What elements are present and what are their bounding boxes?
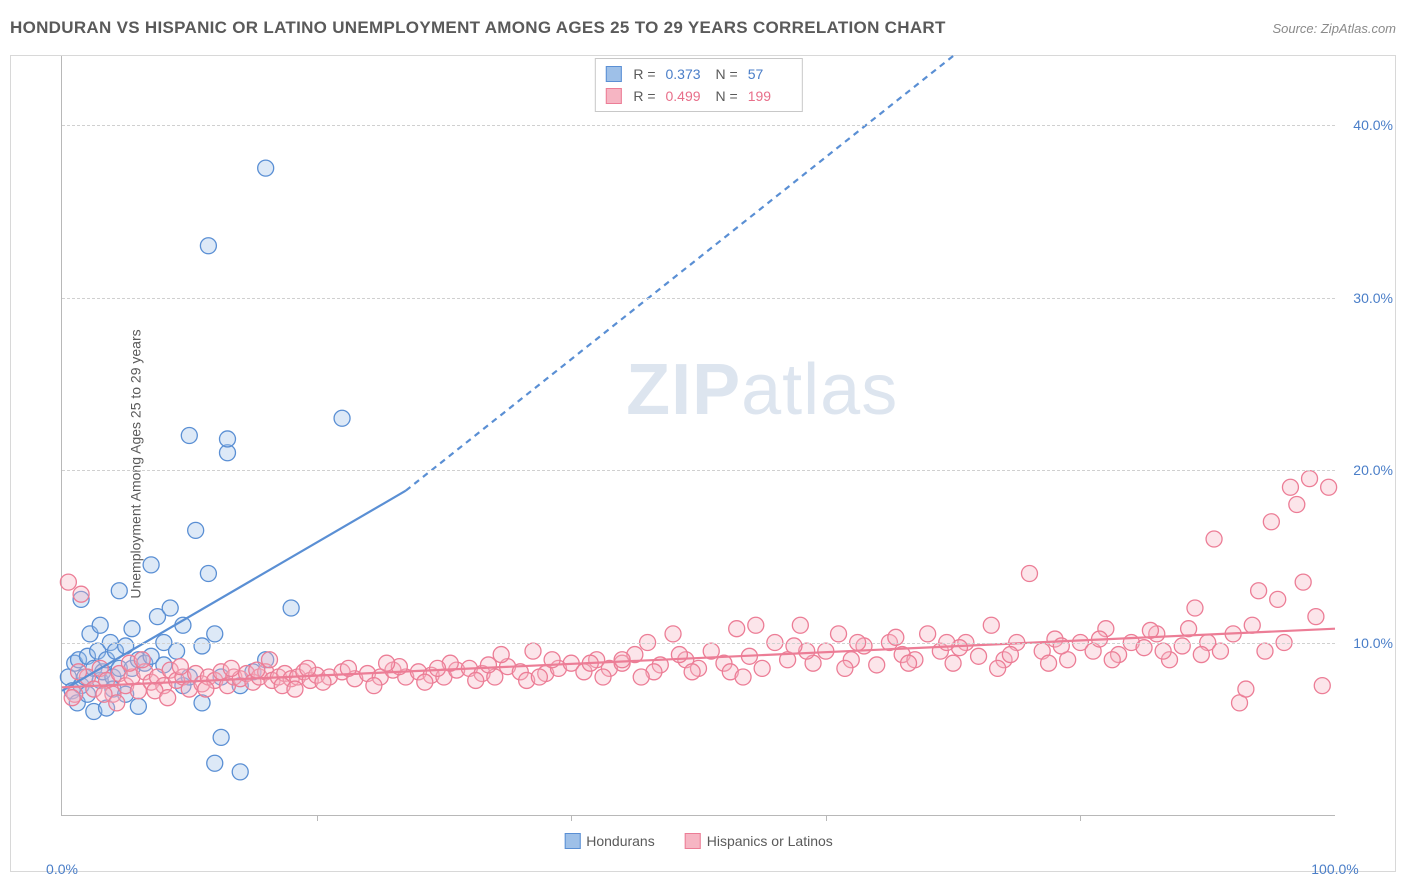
n-label: N = <box>716 85 738 107</box>
n-label: N = <box>716 63 738 85</box>
stats-row-series2: R = 0.499 N = 199 <box>605 85 791 107</box>
r-label: R = <box>633 63 655 85</box>
stats-row-series1: R = 0.373 N = 57 <box>605 63 791 85</box>
legend-swatch-series2 <box>685 833 701 849</box>
plot-area: ZIPatlas R = 0.373 N = 57 R = 0.499 N = … <box>61 56 1335 816</box>
x-axis-legend: Hondurans Hispanics or Latinos <box>564 833 833 849</box>
legend-item-series1: Hondurans <box>564 833 655 849</box>
legend-item-series2: Hispanics or Latinos <box>685 833 833 849</box>
legend-label-series2: Hispanics or Latinos <box>707 833 833 849</box>
chart-title: HONDURAN VS HISPANIC OR LATINO UNEMPLOYM… <box>10 18 946 38</box>
series2-r-value: 0.499 <box>662 85 710 107</box>
swatch-series1 <box>605 66 621 82</box>
legend-swatch-series1 <box>564 833 580 849</box>
r-label: R = <box>633 85 655 107</box>
series1-n-value: 57 <box>744 63 792 85</box>
x-tick-label: 100.0% <box>1311 861 1358 877</box>
plot-outer-frame: Unemployment Among Ages 25 to 29 years Z… <box>10 55 1396 872</box>
y-tick-label: 40.0% <box>1341 117 1393 133</box>
stats-legend-box: R = 0.373 N = 57 R = 0.499 N = 199 <box>594 58 802 112</box>
series2-n-value: 199 <box>744 85 792 107</box>
y-tick-label: 30.0% <box>1341 290 1393 306</box>
x-tick-label: 0.0% <box>46 861 78 877</box>
y-tick-label: 20.0% <box>1341 462 1393 478</box>
source-label: Source: ZipAtlas.com <box>1272 21 1396 36</box>
series1-r-value: 0.373 <box>662 63 710 85</box>
legend-label-series1: Hondurans <box>586 833 655 849</box>
title-bar: HONDURAN VS HISPANIC OR LATINO UNEMPLOYM… <box>10 18 1396 38</box>
swatch-series2 <box>605 88 621 104</box>
scatter-svg <box>62 56 1335 815</box>
y-tick-label: 10.0% <box>1341 635 1393 651</box>
